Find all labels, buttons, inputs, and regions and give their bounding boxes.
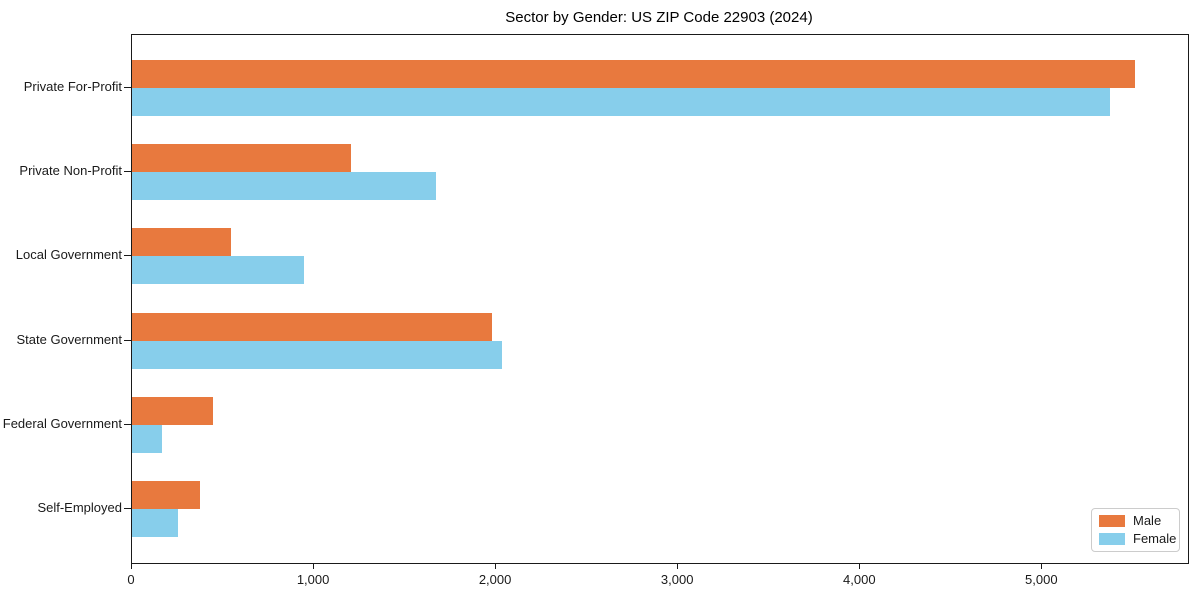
bar-female-self-employed: [132, 509, 178, 537]
x-tick-label-5000: 5,000: [1025, 572, 1058, 587]
legend-label-male: Male: [1133, 513, 1162, 528]
legend-label-female: Female: [1133, 531, 1177, 546]
y-tick-label-private-for-profit: Private For-Profit: [23, 79, 122, 94]
x-tick-label-1000: 1,000: [296, 572, 330, 587]
legend-entry-female: Female: [1099, 532, 1176, 546]
x-tick-label-2000: 2,000: [478, 572, 512, 587]
bar-male-local-government: [132, 228, 232, 257]
x-tick-mark: [859, 563, 861, 569]
x-tick-label-0: 0: [127, 572, 135, 587]
plot-area: [131, 34, 1189, 564]
x-tick-mark: [131, 563, 132, 569]
bar-male-private-for-profit: [132, 60, 1136, 88]
x-tick-label-3000: 3,000: [660, 572, 694, 587]
bar-male-federal-government: [132, 396, 213, 425]
legend-swatch-male-icon: [1099, 515, 1125, 527]
y-tick-mark: [124, 339, 131, 341]
y-tick-mark: [124, 255, 131, 257]
x-tick-mark: [313, 563, 315, 569]
x-tick-mark: [677, 563, 679, 569]
x-tick-mark: [495, 563, 497, 569]
bar-female-local-government: [132, 256, 305, 285]
y-tick-mark: [124, 423, 131, 425]
bar-female-private-for-profit: [132, 88, 1110, 116]
y-tick-label-self-employed: Self-Employed: [37, 500, 122, 515]
bar-female-federal-government: [132, 424, 162, 453]
y-tick-mark: [124, 508, 131, 509]
bar-female-state-government: [132, 340, 502, 369]
bar-female-private-non-profit: [132, 172, 437, 201]
x-tick-mark: [1041, 563, 1043, 569]
y-tick-mark: [124, 87, 131, 88]
chart-title: Sector by Gender: US ZIP Code 22903 (202…: [505, 9, 813, 26]
y-tick-mark: [124, 171, 131, 173]
y-tick-label-private-non-profit: Private Non-Profit: [19, 163, 122, 179]
x-tick-label-4000: 4,000: [843, 572, 876, 587]
bar-male-private-non-profit: [132, 144, 351, 173]
legend-entry-male: Male: [1099, 514, 1172, 528]
legend: Male Female: [1091, 508, 1180, 552]
bar-male-state-government: [132, 312, 492, 341]
y-tick-label-state-government: State Government: [16, 331, 123, 347]
y-tick-label-local-government: Local Government: [15, 247, 122, 263]
legend-swatch-female-icon: [1099, 533, 1125, 545]
y-tick-label-federal-government: Federal Government: [2, 415, 122, 431]
bar-male-self-employed: [132, 481, 201, 509]
